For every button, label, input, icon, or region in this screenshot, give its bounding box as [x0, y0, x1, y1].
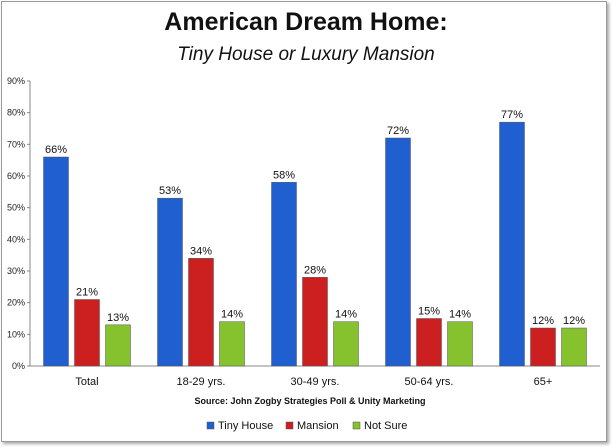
chart-subtitle: Tiny House or Luxury Mansion — [177, 44, 435, 65]
bar-mansion — [302, 277, 328, 367]
data-label: 72% — [387, 125, 409, 137]
legend-label: Mansion — [297, 420, 339, 432]
y-tick-label: 10% — [7, 329, 25, 339]
category-label: Total — [75, 376, 98, 388]
category-labels: Total 18-29 yrs. 30-49 yrs. 50-64 yrs. 65+ — [75, 376, 552, 388]
category-label: 65+ — [534, 376, 553, 388]
data-label: 12% — [532, 315, 554, 327]
y-tick-label: 30% — [7, 266, 25, 276]
chart-title: American Dream Home: — [164, 8, 448, 36]
bar-not-sure — [219, 321, 245, 367]
data-label: 28% — [304, 264, 326, 276]
bar-tiny-house — [271, 182, 297, 367]
data-label: 58% — [273, 169, 295, 181]
data-label: 77% — [501, 109, 523, 121]
legend: Tiny House Mansion Not Sure — [206, 420, 407, 432]
category-label: 30-49 yrs. — [291, 376, 340, 388]
bar-not-sure — [333, 321, 359, 367]
data-label: 66% — [45, 144, 67, 156]
bar-mansion — [530, 327, 556, 367]
category-label: 50-64 yrs. — [405, 376, 454, 388]
bars: 66% 21% 13% 53% 34% 14% 58% 28% 14% 72% 15% 14% 77% 1… — [43, 109, 587, 367]
y-tick-label: 50% — [7, 203, 25, 213]
bar-not-sure — [447, 321, 473, 367]
y-tick-label: 80% — [7, 108, 25, 118]
bar-mansion — [416, 318, 442, 367]
bar-not-sure — [105, 324, 131, 367]
y-tick-label: 0% — [12, 361, 25, 371]
legend-label: Not Sure — [364, 420, 407, 432]
bar-mansion — [74, 299, 100, 367]
data-label: 14% — [449, 309, 471, 321]
legend-swatch — [285, 421, 294, 430]
bar-tiny-house — [43, 156, 69, 367]
bar-tiny-house — [499, 121, 525, 367]
data-label: 12% — [563, 315, 585, 327]
y-tick-label: 90% — [7, 76, 25, 86]
y-tick-label: 70% — [7, 139, 25, 149]
data-label: 14% — [335, 309, 357, 321]
legend-swatch — [206, 421, 215, 430]
bar-tiny-house — [385, 137, 411, 367]
data-label: 53% — [159, 185, 181, 197]
bar-not-sure — [561, 327, 587, 367]
bar-mansion — [188, 258, 214, 367]
y-tick-label: 20% — [7, 298, 25, 308]
data-label: 34% — [190, 245, 212, 257]
y-tick-label: 40% — [7, 234, 25, 244]
category-label: 18-29 yrs. — [177, 376, 226, 388]
legend-swatch — [352, 421, 361, 430]
y-tick-label: 60% — [7, 171, 25, 181]
data-label: 14% — [221, 309, 243, 321]
data-label: 15% — [418, 306, 440, 318]
source-note: Source: John Zogby Strategies Poll & Uni… — [194, 396, 425, 406]
data-label: 21% — [76, 287, 98, 299]
bar-tiny-house — [157, 197, 183, 367]
data-label: 13% — [107, 312, 129, 324]
legend-label: Tiny House — [218, 420, 273, 432]
